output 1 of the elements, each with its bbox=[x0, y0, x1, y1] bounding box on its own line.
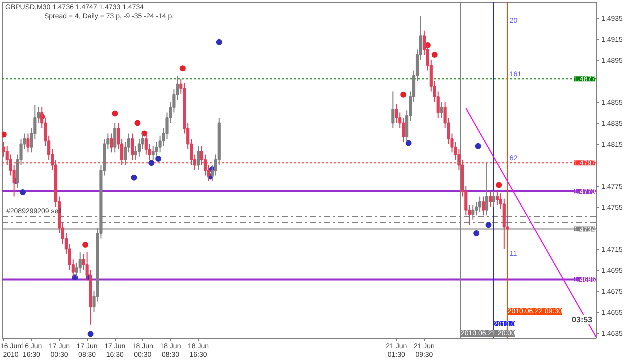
annotation: 03:53 bbox=[572, 316, 594, 324]
